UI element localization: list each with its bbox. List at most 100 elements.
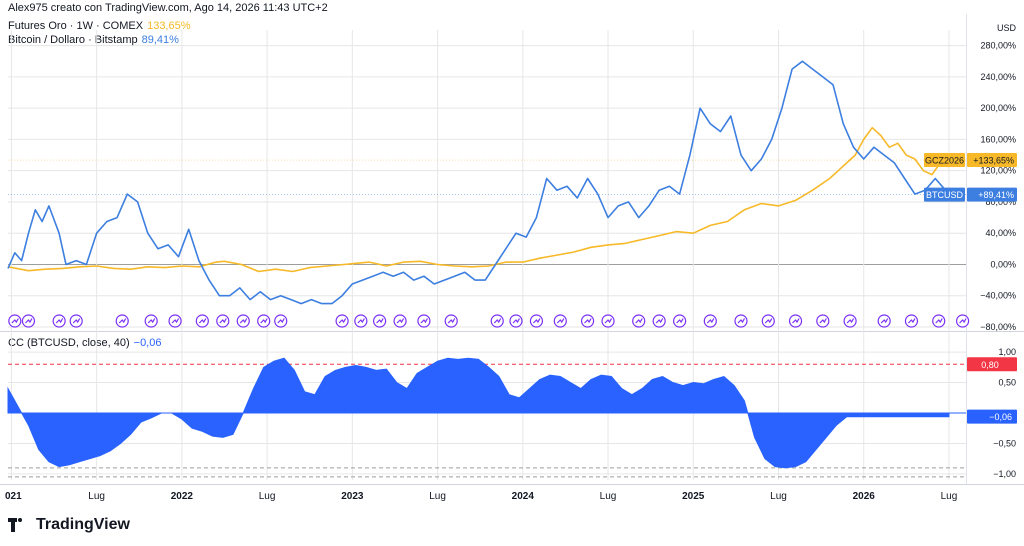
y-tick-label: 240,00% — [980, 72, 1016, 82]
cc-tick-label: 0,50 — [998, 378, 1016, 388]
event-marker-arrow — [493, 318, 502, 324]
x-tick-label: 021 — [5, 491, 22, 502]
series-line-btcusd — [7, 60, 950, 305]
event-marker-icon — [632, 314, 646, 328]
event-marker-icon — [703, 314, 717, 328]
event-marker-icon — [955, 314, 970, 328]
event-marker-icon — [932, 314, 946, 328]
event-marker-icon — [8, 314, 22, 328]
legend-btc[interactable]: Bitcoin / Dollaro · Bitstamp 89,41% — [8, 34, 179, 46]
event-marker-arrow — [533, 318, 541, 324]
event-marker-arrow — [447, 318, 456, 324]
x-tick-label: 2025 — [682, 491, 705, 502]
event-marker-icon — [115, 314, 129, 328]
event-marker-icon — [509, 314, 523, 328]
cc-tick-label: −0,50 — [993, 438, 1016, 448]
event-marker-arrow — [171, 318, 180, 324]
series-value-tag-text: +133,65% — [973, 156, 1014, 166]
event-marker-arrow — [959, 318, 967, 324]
event-marker-icon — [195, 314, 209, 328]
y-tick-label: −80,00% — [980, 322, 1016, 332]
event-marker-icon — [877, 314, 891, 328]
tradingview-logo[interactable]: TradingView — [8, 516, 130, 534]
cc-value-tag-text: −0,06 — [989, 412, 1012, 422]
y-tick-label: −40,00% — [980, 291, 1016, 301]
event-marker-icon — [843, 314, 857, 328]
event-marker-icon — [553, 314, 567, 328]
x-tick-label: 2022 — [171, 491, 194, 502]
legend-gold[interactable]: Futures Oro · 1W · COMEX 133,65% — [8, 20, 191, 32]
tradingview-brand: TradingView — [36, 516, 130, 533]
event-marker-icon — [393, 314, 407, 328]
event-marker-arrow — [198, 318, 207, 324]
event-marker-arrow — [676, 318, 684, 324]
y-tick-label: 80,00% — [985, 197, 1016, 207]
x-tick-label: Lug — [770, 491, 787, 502]
event-marker-arrow — [792, 318, 800, 324]
event-marker-icon — [21, 314, 36, 328]
series-line-gcz2026 — [7, 126, 950, 273]
cc-tick-label: −1,00 — [993, 469, 1016, 479]
y-tick-label: 160,00% — [980, 134, 1016, 144]
event-marker-icon — [444, 314, 458, 328]
event-marker-icon — [168, 314, 182, 328]
event-marker-arrow — [338, 318, 347, 324]
series-name-tag-text: BTCUSD — [926, 190, 964, 200]
event-marker-arrow — [72, 318, 81, 324]
legend-indicator[interactable]: CC (BTCUSD, close, 40) −0,06 — [8, 337, 161, 349]
event-marker-icon — [529, 314, 544, 328]
legend-indicator-value: −0,06 — [133, 337, 162, 349]
event-marker-arrow — [55, 318, 64, 324]
event-marker-arrow — [277, 318, 285, 324]
event-marker-icon — [417, 314, 431, 328]
event-marker-icon — [788, 314, 803, 328]
event-marker-arrow — [556, 318, 565, 324]
event-marker-arrow — [11, 318, 19, 324]
event-marker-icon — [335, 314, 349, 328]
event-marker-icon — [216, 314, 230, 328]
event-marker-arrow — [604, 318, 613, 324]
event-marker-arrow — [239, 318, 248, 324]
x-tick-label: Lug — [259, 491, 276, 502]
event-marker-icon — [490, 314, 504, 328]
event-marker-arrow — [25, 318, 33, 324]
event-marker-icon — [601, 314, 615, 328]
y-tick-label: 200,00% — [980, 103, 1016, 113]
event-marker-arrow — [147, 318, 156, 324]
series-name-tag-text: GCZ2026 — [925, 156, 964, 166]
event-marker-icon — [373, 314, 387, 328]
event-marker-arrow — [706, 318, 715, 324]
event-marker-icon — [236, 314, 250, 328]
price-axis-unit: USD — [997, 23, 1017, 33]
x-tick-label: 2023 — [341, 491, 364, 502]
legend-gold-value: 133,65% — [147, 20, 191, 32]
event-marker-arrow — [764, 318, 773, 324]
legend-gold-label: Futures Oro · 1W · COMEX — [8, 20, 144, 32]
event-marker-icon — [580, 314, 595, 328]
x-tick-label: Lug — [429, 491, 446, 502]
series-name-tag — [924, 187, 965, 202]
series-value-tag — [967, 153, 1017, 168]
cc-tick-label: 1,00 — [998, 347, 1016, 357]
event-marker-arrow — [846, 318, 855, 324]
event-marker-arrow — [118, 318, 127, 324]
event-marker-icon — [69, 314, 83, 328]
event-marker-arrow — [880, 318, 889, 324]
legend-btc-value: 89,41% — [141, 34, 179, 46]
event-marker-arrow — [357, 318, 365, 324]
x-tick-label: 2026 — [853, 491, 876, 502]
event-marker-icon — [354, 314, 368, 328]
tradingview-logo-icon — [8, 518, 30, 532]
attribution: Alex975 creato con TradingView.com, Ago … — [8, 2, 328, 14]
event-marker-icon — [652, 314, 666, 328]
event-marker-arrow — [737, 318, 746, 324]
event-marker-arrow — [655, 318, 664, 324]
event-marker-arrow — [935, 318, 943, 324]
y-tick-label: 120,00% — [980, 166, 1016, 176]
event-marker-arrow — [420, 318, 428, 324]
series-name-tag — [924, 153, 965, 168]
reference-tag — [967, 357, 1017, 372]
series-value-tag-text: +89,41% — [978, 190, 1014, 200]
event-marker-arrow — [219, 318, 227, 324]
